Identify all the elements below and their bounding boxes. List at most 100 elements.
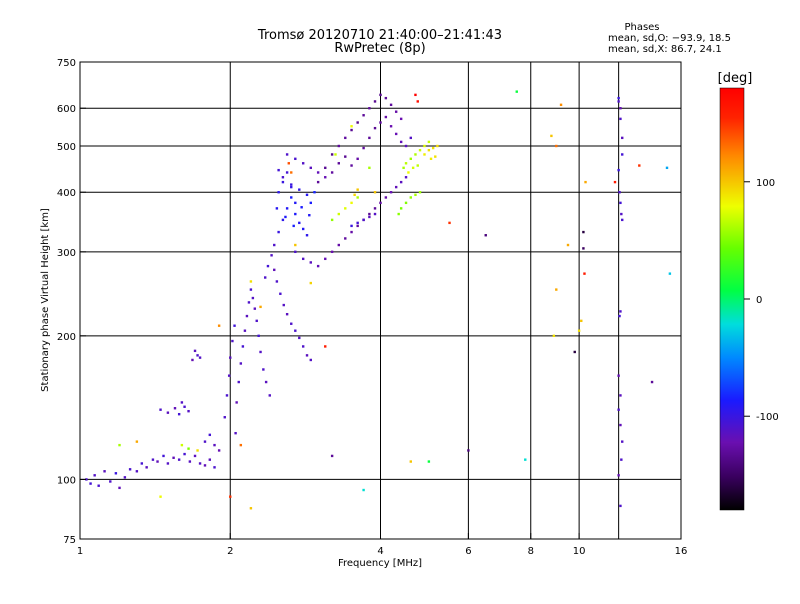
data-point xyxy=(203,464,207,467)
data-point xyxy=(231,339,234,343)
data-point xyxy=(177,412,181,416)
data-point xyxy=(324,345,327,348)
data-point xyxy=(418,191,422,194)
data-point xyxy=(584,180,587,184)
data-point xyxy=(427,140,431,144)
data-point xyxy=(268,394,271,397)
data-point xyxy=(379,121,382,124)
data-point xyxy=(151,458,155,461)
colorbar xyxy=(719,87,745,511)
data-point xyxy=(431,146,435,150)
data-point xyxy=(282,303,285,307)
y-tick-label: 500 xyxy=(57,142,76,153)
data-point xyxy=(337,144,341,148)
data-point xyxy=(618,314,621,318)
data-point xyxy=(235,401,238,404)
data-point xyxy=(281,176,285,179)
data-point xyxy=(402,166,405,170)
data-point xyxy=(270,254,273,257)
x-tick-label: 16 xyxy=(675,546,688,557)
data-point xyxy=(407,171,410,174)
data-point xyxy=(550,134,553,138)
data-point xyxy=(135,470,139,473)
data-point xyxy=(173,407,177,410)
data-point xyxy=(373,126,377,130)
data-point xyxy=(368,107,371,110)
data-point xyxy=(620,458,623,461)
data-point xyxy=(399,140,403,144)
data-point xyxy=(577,329,581,332)
data-point xyxy=(409,157,412,161)
data-point xyxy=(159,408,162,411)
data-point xyxy=(159,495,162,498)
data-point xyxy=(362,146,365,150)
y-tick-label: 750 xyxy=(57,58,76,69)
x-axis-label: Frequency [MHz] xyxy=(338,558,422,569)
data-point xyxy=(330,171,334,174)
data-point xyxy=(384,96,388,100)
data-point xyxy=(223,416,226,419)
data-point xyxy=(294,329,297,332)
data-point xyxy=(350,230,353,234)
data-point xyxy=(294,201,297,205)
data-point xyxy=(368,215,371,219)
data-point xyxy=(191,358,194,362)
data-point xyxy=(434,155,437,158)
data-point xyxy=(290,196,293,199)
data-point xyxy=(275,280,279,283)
data-point xyxy=(613,180,617,184)
data-point xyxy=(301,162,305,165)
data-point xyxy=(249,507,253,510)
data-point xyxy=(193,349,197,353)
data-point xyxy=(257,334,260,338)
x-axis-ticks: 1 2 4 6 8 10 16 xyxy=(77,533,688,557)
data-point xyxy=(552,334,556,338)
data-point xyxy=(467,449,470,452)
data-point xyxy=(356,157,359,161)
x-tick-label: 1 xyxy=(77,546,83,557)
x-tick-label: 4 xyxy=(377,546,383,557)
data-point xyxy=(301,345,305,348)
data-point xyxy=(404,201,408,205)
data-point xyxy=(617,474,620,477)
data-point xyxy=(436,144,439,148)
data-point xyxy=(196,449,199,452)
data-point xyxy=(356,188,359,191)
data-point xyxy=(373,100,377,103)
data-point xyxy=(344,207,347,210)
colorbar-tick-label: 100 xyxy=(756,178,775,189)
x-tick-label: 6 xyxy=(465,546,471,557)
data-point xyxy=(166,411,170,414)
data-point xyxy=(156,460,159,463)
data-point xyxy=(264,276,267,279)
data-point xyxy=(305,193,309,197)
data-point xyxy=(414,153,417,156)
data-point xyxy=(85,478,88,481)
data-point xyxy=(273,243,276,247)
data-point xyxy=(394,110,398,113)
data-point xyxy=(379,201,382,205)
data-point xyxy=(198,356,202,359)
data-point xyxy=(198,462,202,465)
data-point xyxy=(330,454,334,458)
data-point xyxy=(239,362,243,365)
data-point xyxy=(180,443,184,447)
data-point xyxy=(555,144,558,148)
y-tick-label: 600 xyxy=(57,104,76,115)
data-point xyxy=(313,191,316,194)
data-point xyxy=(103,470,106,473)
data-point xyxy=(350,224,353,228)
data-point xyxy=(619,117,622,121)
data-point xyxy=(309,358,312,362)
chart-title: Tromsø 20120710 21:40:00–21:41:43 xyxy=(257,28,502,43)
data-point xyxy=(259,350,262,354)
data-point xyxy=(188,460,192,463)
data-point xyxy=(418,148,422,152)
data-point xyxy=(249,280,253,283)
y-tick-label: 400 xyxy=(57,188,76,199)
data-point xyxy=(275,207,279,210)
data-point xyxy=(294,250,297,254)
data-point xyxy=(524,458,527,461)
data-point xyxy=(305,234,309,237)
data-point xyxy=(384,196,388,199)
